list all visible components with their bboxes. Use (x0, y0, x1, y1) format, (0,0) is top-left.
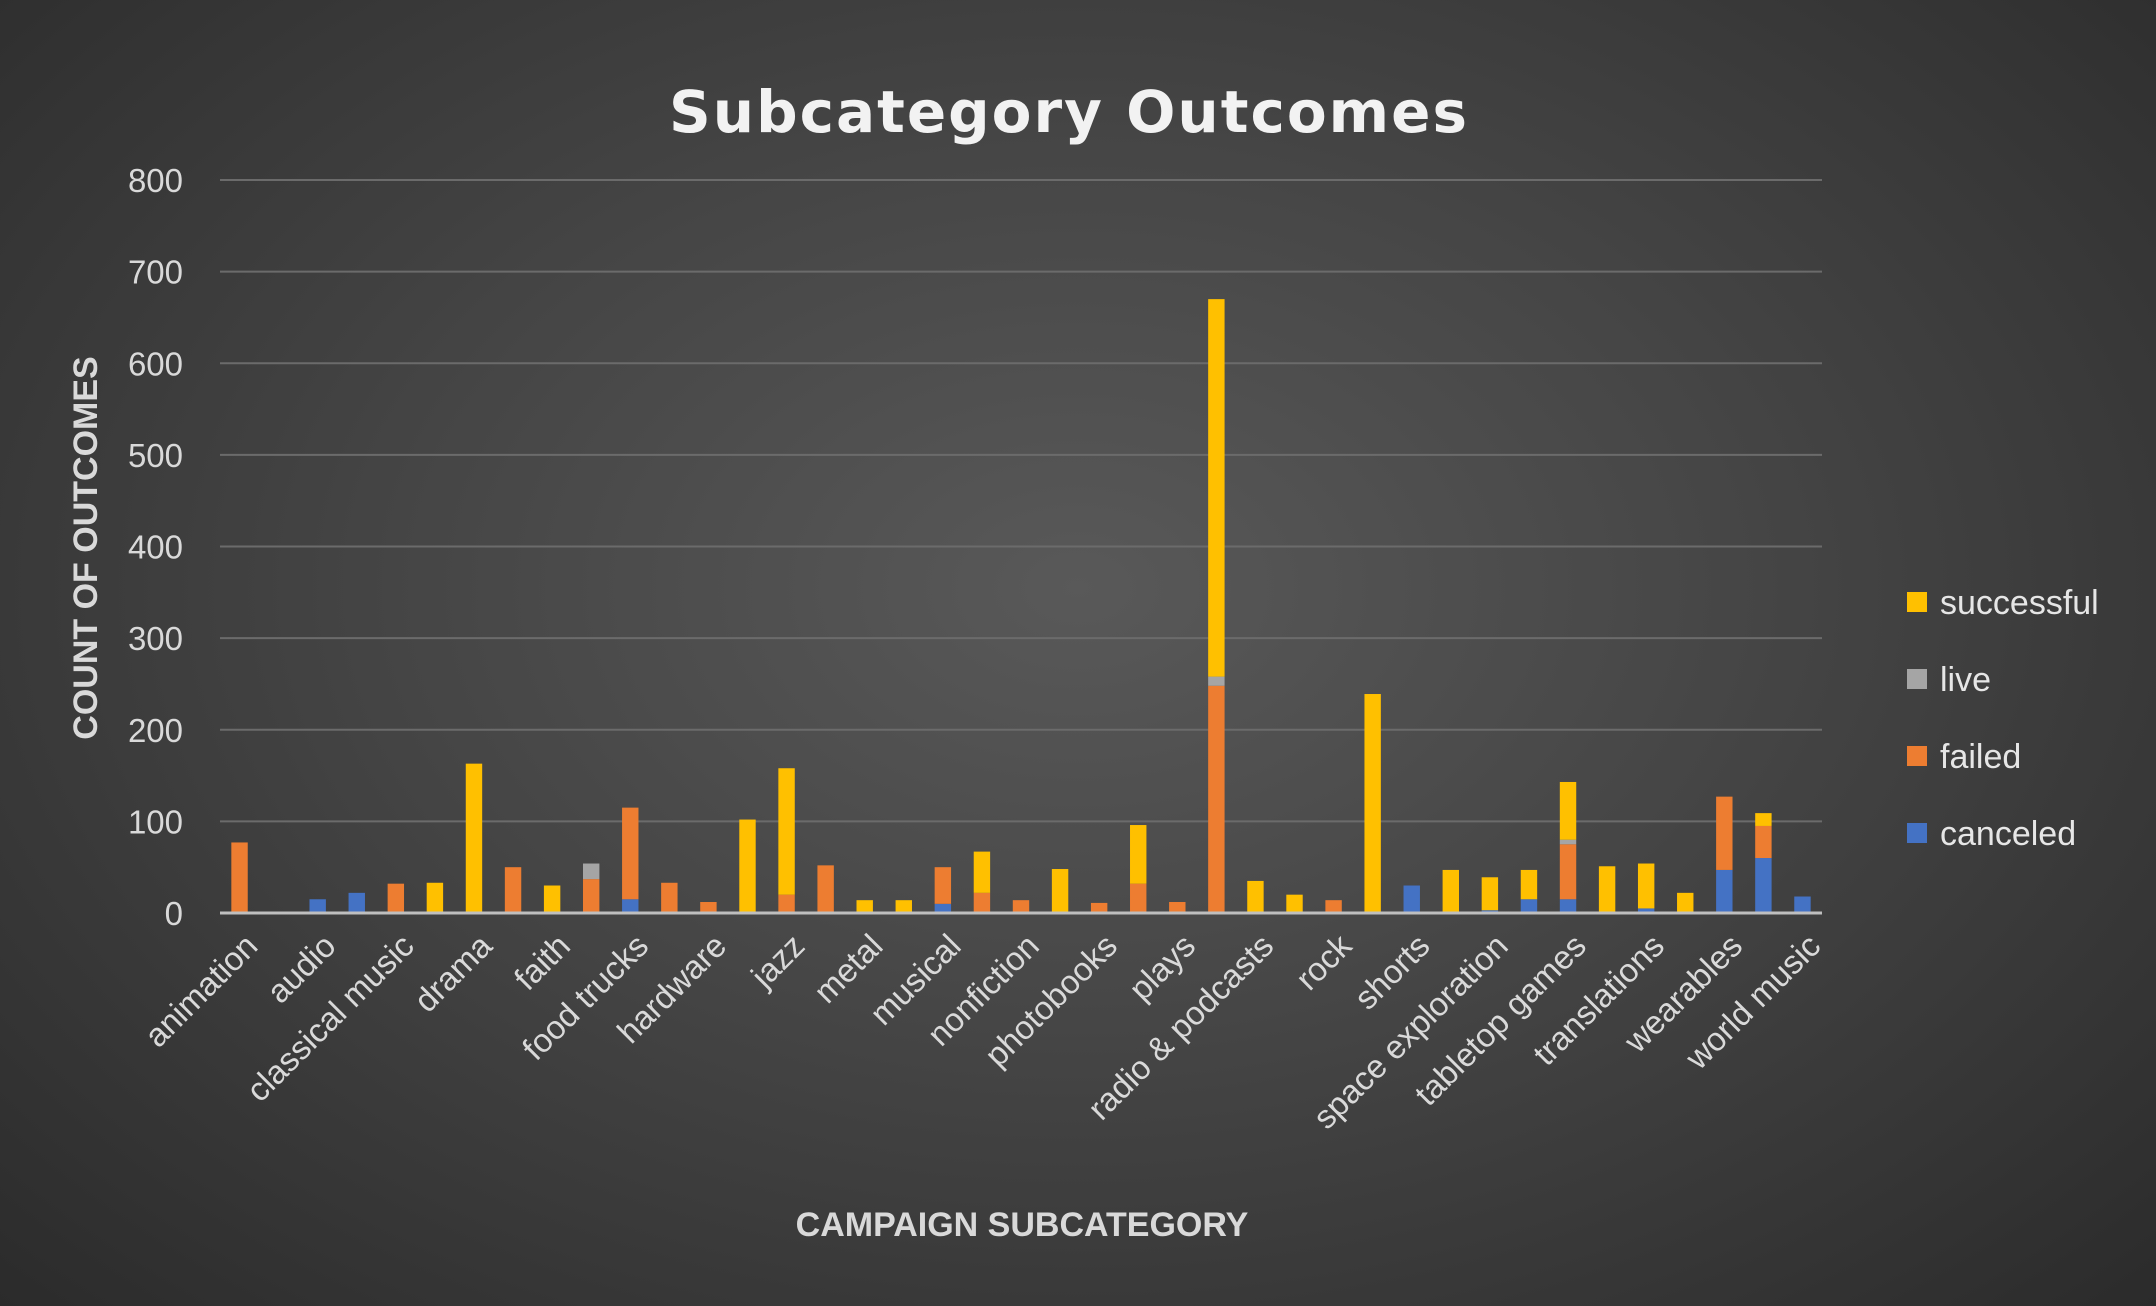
bar-segment-failed (1755, 825, 1772, 859)
bar-segment-successful (778, 768, 795, 895)
bar-segment-failed (1012, 900, 1030, 913)
bar-segment-canceled (1755, 858, 1772, 913)
bar-segment-failed (622, 807, 639, 900)
x-tick-label: animation (137, 927, 264, 1054)
bar-segment-successful (739, 819, 756, 913)
bar-segment-failed (1169, 902, 1186, 913)
y-tick-label: 0 (165, 895, 183, 932)
bar-segment-canceled (309, 899, 326, 913)
x-tick-label: faith (507, 927, 577, 997)
bar-segment-canceled (1559, 899, 1577, 913)
bar-segment-failed (582, 879, 600, 913)
bar-segment-canceled (1637, 908, 1655, 913)
bar-segment-successful (1051, 869, 1069, 913)
legend-swatch-successful (1907, 592, 1927, 612)
legend-swatch-failed (1907, 746, 1927, 766)
legend-label-successful: successful (1940, 584, 2099, 622)
bar-segment-canceled (1520, 899, 1538, 913)
bar-segment-canceled (1403, 885, 1420, 913)
bar-segment-successful (1755, 813, 1772, 826)
legend: successful live failed canceled (1907, 584, 2099, 853)
bar-segment-successful (465, 763, 483, 913)
bar-segment-canceled (934, 903, 952, 913)
y-tick-label: 600 (128, 345, 183, 382)
bar-segment-failed (231, 842, 248, 913)
bar-segment-successful (1559, 781, 1577, 840)
bar-segment-canceled (348, 892, 365, 913)
bar-segment-successful (1442, 869, 1460, 913)
bar-segment-successful (1364, 694, 1381, 913)
bar-segment-failed (1090, 902, 1108, 913)
bar-segment-failed (1716, 796, 1733, 870)
bar-segment-live (582, 863, 600, 880)
bar-segment-failed (661, 882, 678, 913)
gridlines (220, 179, 1822, 823)
bar-segment-failed (817, 865, 834, 913)
x-tick-label: drama (407, 926, 500, 1019)
bar-segment-failed (973, 892, 991, 913)
bar-segment-failed (1325, 900, 1342, 913)
y-tick-label: 500 (128, 437, 183, 474)
legend-label-live: live (1940, 661, 1991, 699)
bar-segment-failed (934, 867, 952, 904)
bar-segment-successful (1286, 894, 1303, 913)
bar-segment-successful (1637, 863, 1655, 909)
y-tick-label: 200 (128, 712, 183, 749)
legend-label-failed: failed (1940, 738, 2021, 776)
bar-segment-canceled (1794, 896, 1811, 913)
bar-segment-successful (1520, 869, 1538, 900)
x-tick-label: jazz (743, 927, 811, 995)
bar-segment-failed (387, 883, 405, 913)
legend-swatch-live (1907, 669, 1927, 689)
bar-segment-failed (700, 902, 717, 913)
y-axis-title: COUNT OF OUTCOMES (67, 356, 105, 739)
bar-segment-successful (1598, 866, 1616, 913)
bars (231, 299, 1811, 913)
bar-segment-successful (1677, 892, 1694, 913)
y-tick-label: 300 (128, 620, 183, 657)
bar-segment-failed (778, 894, 795, 913)
bar-segment-successful (543, 885, 561, 913)
bar-segment-canceled (622, 899, 639, 913)
x-tick-label: rock (1288, 926, 1359, 997)
bar-segment-failed (504, 867, 522, 913)
bar-segment-successful (1481, 877, 1499, 911)
bar-segment-successful (1130, 825, 1147, 884)
bar-segment-successful (856, 900, 873, 913)
bar-segment-successful (1208, 299, 1225, 677)
legend-label-canceled: canceled (1940, 815, 2076, 853)
bar-segment-successful (973, 851, 991, 893)
bar-segment-failed (1130, 883, 1147, 913)
y-tick-label: 400 (128, 529, 183, 566)
bar-segment-successful (1247, 880, 1264, 913)
bar-segment-canceled (1716, 869, 1733, 913)
x-axis-title: CAMPAIGN SUBCATEGORY (796, 1206, 1249, 1244)
legend-swatch-canceled (1907, 823, 1927, 843)
y-tick-label: 100 (128, 803, 183, 840)
bar-segment-failed (1559, 844, 1577, 900)
y-tick-label: 800 (128, 162, 183, 199)
bar-segment-successful (895, 900, 912, 913)
chart-title: Subcategory Outcomes (669, 78, 1469, 146)
y-tick-label: 700 (128, 254, 183, 291)
bar-segment-live (1559, 839, 1577, 845)
bar-segment-successful (426, 882, 444, 913)
y-axis-ticks: 0 100 200 300 400 500 600 700 800 (128, 162, 183, 932)
bar-segment-live (1208, 676, 1225, 686)
bar-segment-failed (1208, 685, 1225, 913)
